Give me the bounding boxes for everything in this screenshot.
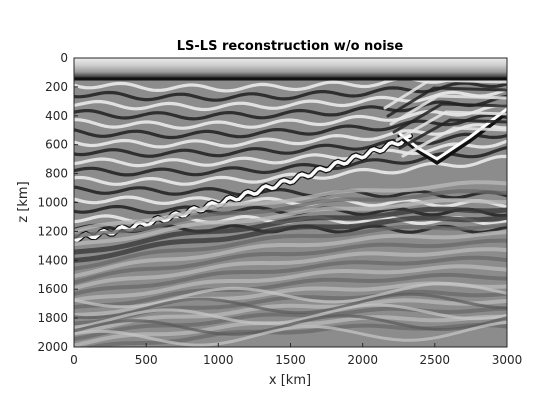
reflector-upper [74,81,507,102]
reflector-lower [74,264,507,303]
y-tick: 1800 [37,311,78,325]
x-tick-label: 2500 [420,353,451,367]
x-tick-label: 1000 [203,353,234,367]
x-tick-label: 1500 [275,353,306,367]
reflector-lower [74,198,507,247]
dipping-layer [398,118,507,150]
y-tick: 1000 [37,196,78,210]
y-tick-label: 1600 [37,282,68,296]
deep-reflector [74,292,507,320]
reflector-lower [74,238,507,285]
y-tick: 1600 [37,282,78,296]
y-tick: 200 [45,80,78,94]
fault-notch-shadow [397,109,507,165]
y-tick-label: 2000 [37,340,68,354]
reflector-lower [74,306,507,342]
reflector-upper [74,103,507,130]
x-tick: 2000 [347,343,378,367]
fault-notch [398,107,507,161]
x-tick: 2500 [420,343,451,367]
reflector-layers [74,72,507,347]
reflector-upper [74,132,507,158]
seismic-image [74,58,507,347]
reflector-upper [74,94,507,121]
y-tick-label: 1800 [37,311,68,325]
chart-title: LS-LS reconstruction w/o noise [177,39,404,54]
y-tick-label: 600 [45,138,68,152]
x-tick: 3000 [492,343,523,367]
dipping-layer [395,110,507,142]
x-tick: 1000 [203,343,234,367]
x-tick: 1500 [275,343,306,367]
y-tick: 0 [60,51,78,65]
x-tick-label: 3000 [492,353,523,367]
y-tick: 2000 [37,340,78,354]
dipping-layer [389,94,507,126]
y-tick-label: 0 [60,51,68,65]
y-tick: 400 [45,109,78,123]
dipping-layer [392,102,507,134]
reflector-upper [74,87,507,112]
x-axis-label: x [km] [269,373,311,388]
reflector-lower [74,255,507,296]
reflector-upper [74,113,507,140]
y-tick-label: 1400 [37,253,68,267]
x-tick: 500 [135,343,158,367]
x-tick-label: 2000 [347,353,378,367]
y-tick-label: 800 [45,167,68,181]
y-tick: 600 [45,138,78,152]
y-tick: 800 [45,167,78,181]
reflector-upper [74,123,507,149]
y-tick-label: 200 [45,80,68,94]
x-tick-label: 0 [70,353,78,367]
reflector-lower [74,222,507,271]
y-tick: 1200 [37,224,78,238]
reflector-lower [74,247,507,291]
y-axis-label: z [km] [16,181,31,222]
reflector-upper [74,139,507,168]
water-layer [74,58,507,78]
dipping-layer [401,126,507,158]
reflector-lower [74,214,507,263]
reflector-lower [74,230,507,279]
reflector-upper [74,145,507,177]
y-tick-label: 1000 [37,196,68,210]
deep-reflector [74,303,507,329]
reflector-lower [74,272,507,310]
y-axis-ticks: 0 200 400 600 800 1000 1200 1400 1600 18… [37,51,78,354]
y-tick-label: 1200 [37,224,68,238]
y-tick: 1400 [37,253,78,267]
deep-reflector [74,281,507,309]
reflector-lower [74,298,507,334]
deep-reflector [74,320,507,347]
reflector-lower [74,189,507,240]
x-tick-label: 500 [135,353,158,367]
x-tick: 0 [70,343,78,367]
deep-reflector [74,314,507,336]
x-axis-ticks: 0 500 1000 1500 2000 2500 3000 [70,343,522,367]
dipping-layer [386,86,507,118]
reflector-upper [74,72,507,93]
reflector-lower [74,206,507,255]
reflector-lower [74,180,507,233]
y-tick-label: 400 [45,109,68,123]
